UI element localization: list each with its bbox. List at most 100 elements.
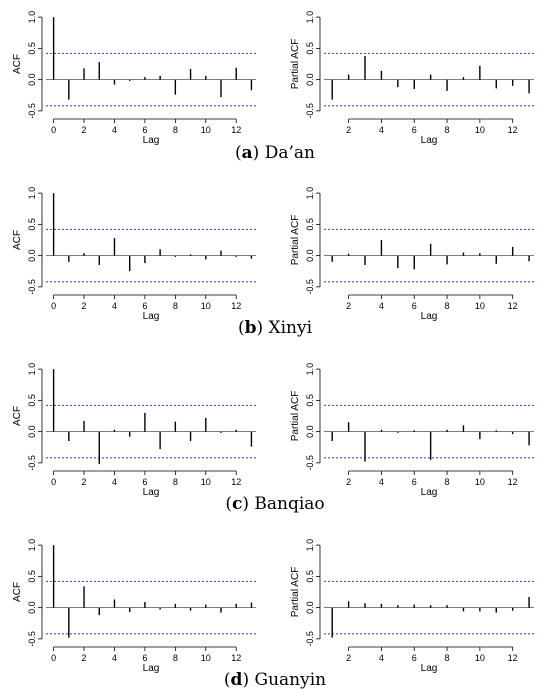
x-tick-label: 12 xyxy=(508,477,518,487)
y-tick-label: -0.5 xyxy=(27,103,37,119)
y-axis-title: Partial ACF xyxy=(290,567,301,618)
y-tick-label: -0.5 xyxy=(305,455,315,471)
x-tick-label: 12 xyxy=(508,653,518,663)
y-tick-label: 1.0 xyxy=(305,187,315,200)
caption-letter: b xyxy=(244,318,257,338)
x-axis-title: Lag xyxy=(143,135,160,146)
x-tick-label: 6 xyxy=(142,125,147,135)
chart-panel-acf: -0.5 0.0 0.5 1.0 0 2 4 6 8 10 12 Lag ACF xyxy=(12,187,256,322)
x-tick-label: 2 xyxy=(346,477,351,487)
x-tick-label: 12 xyxy=(231,477,241,487)
y-tick-label: 0.0 xyxy=(305,425,315,438)
x-tick-label: 10 xyxy=(475,301,485,311)
x-tick-label: 12 xyxy=(508,301,518,311)
x-tick-label: 0 xyxy=(51,301,56,311)
y-tick-label: 1.0 xyxy=(27,539,37,552)
x-tick-label: 6 xyxy=(142,653,147,663)
x-axis-title: Lag xyxy=(421,663,438,674)
caption-b: (b) Xinyi xyxy=(237,318,313,338)
chart-panel-pacf: -0.5 0.0 0.5 1.0 2 4 6 8 10 12 Lag Partial ACF xyxy=(290,11,534,146)
x-axis-title: Lag xyxy=(421,135,438,146)
y-tick-label: 0.0 xyxy=(305,73,315,86)
caption-c: (c) Banqiao xyxy=(225,494,325,514)
y-tick-label: 0.0 xyxy=(305,249,315,262)
x-tick-label: 6 xyxy=(412,125,417,135)
y-tick-label: -0.5 xyxy=(305,279,315,295)
caption-name: Da’an xyxy=(264,143,315,163)
caption-a: (a) Da’an xyxy=(235,143,315,163)
x-tick-label: 4 xyxy=(112,125,117,135)
x-tick-label: 4 xyxy=(112,301,117,311)
y-tick-label: 1.0 xyxy=(305,539,315,552)
x-tick-label: 8 xyxy=(173,653,178,663)
x-tick-label: 2 xyxy=(82,125,87,135)
x-axis-title: Lag xyxy=(143,487,160,498)
y-tick-label: 0.0 xyxy=(27,425,37,438)
y-tick-label: 0.0 xyxy=(305,601,315,614)
x-tick-label: 8 xyxy=(445,653,450,663)
x-tick-label: 10 xyxy=(475,653,485,663)
caption-letter: a xyxy=(241,143,253,163)
caption-name: Xinyi xyxy=(268,318,313,338)
caption-letter: c xyxy=(231,494,243,514)
y-tick-label: -0.5 xyxy=(27,455,37,471)
x-tick-label: 6 xyxy=(142,301,147,311)
y-tick-label: 0.0 xyxy=(27,73,37,86)
y-tick-label: -0.5 xyxy=(27,631,37,647)
y-tick-label: 1.0 xyxy=(305,363,315,376)
x-tick-label: 12 xyxy=(508,125,518,135)
y-tick-label: 0.5 xyxy=(305,570,315,583)
x-tick-label: 2 xyxy=(82,301,87,311)
x-tick-label: 2 xyxy=(346,301,351,311)
x-tick-label: 10 xyxy=(201,301,211,311)
y-tick-label: -0.5 xyxy=(305,631,315,647)
x-axis-title: Lag xyxy=(143,311,160,322)
y-tick-label: 0.0 xyxy=(27,601,37,614)
x-tick-label: 2 xyxy=(82,653,87,663)
y-tick-label: 1.0 xyxy=(27,11,37,24)
x-tick-label: 10 xyxy=(475,477,485,487)
y-tick-label: -0.5 xyxy=(305,103,315,119)
caption-letter: d xyxy=(230,670,243,690)
x-tick-label: 4 xyxy=(379,477,384,487)
y-tick-label: 0.0 xyxy=(27,249,37,262)
y-axis-title: ACF xyxy=(12,406,23,426)
x-tick-label: 12 xyxy=(231,653,241,663)
chart-panel-pacf: -0.5 0.0 0.5 1.0 2 4 6 8 10 12 Lag Partial ACF xyxy=(290,187,534,322)
chart-panel-acf: -0.5 0.0 0.5 1.0 0 2 4 6 8 10 12 Lag ACF xyxy=(12,363,256,498)
x-tick-label: 4 xyxy=(112,653,117,663)
x-axis-title: Lag xyxy=(143,663,160,674)
y-axis-title: Partial ACF xyxy=(290,215,301,266)
chart-panel-acf: -0.5 0.0 0.5 1.0 0 2 4 6 8 10 12 Lag ACF xyxy=(12,11,256,146)
y-tick-label: 0.5 xyxy=(305,218,315,231)
x-tick-label: 6 xyxy=(142,477,147,487)
caption-name: Guanyin xyxy=(254,670,327,690)
x-tick-label: 10 xyxy=(201,125,211,135)
caption-name: Banqiao xyxy=(254,494,325,514)
caption-d: (d) Guanyin xyxy=(223,670,327,690)
x-tick-label: 10 xyxy=(475,125,485,135)
y-tick-label: 0.5 xyxy=(27,570,37,583)
x-tick-label: 8 xyxy=(445,477,450,487)
x-tick-label: 2 xyxy=(82,477,87,487)
y-tick-label: 1.0 xyxy=(27,363,37,376)
y-axis-title: Partial ACF xyxy=(290,391,301,442)
chart-panel-pacf: -0.5 0.0 0.5 1.0 2 4 6 8 10 12 Lag Partial ACF xyxy=(290,363,534,498)
x-tick-label: 6 xyxy=(412,477,417,487)
x-tick-label: 0 xyxy=(51,125,56,135)
x-tick-label: 8 xyxy=(445,125,450,135)
x-tick-label: 4 xyxy=(379,125,384,135)
y-tick-label: 0.5 xyxy=(27,218,37,231)
x-tick-label: 2 xyxy=(346,125,351,135)
x-tick-label: 10 xyxy=(201,653,211,663)
x-tick-label: 10 xyxy=(201,477,211,487)
x-tick-label: 12 xyxy=(231,301,241,311)
x-tick-label: 0 xyxy=(51,477,56,487)
y-tick-label: 0.5 xyxy=(27,394,37,407)
y-axis-title: ACF xyxy=(12,54,23,74)
x-tick-label: 4 xyxy=(379,653,384,663)
x-tick-label: 8 xyxy=(173,125,178,135)
x-tick-label: 2 xyxy=(346,653,351,663)
x-tick-label: 8 xyxy=(173,301,178,311)
